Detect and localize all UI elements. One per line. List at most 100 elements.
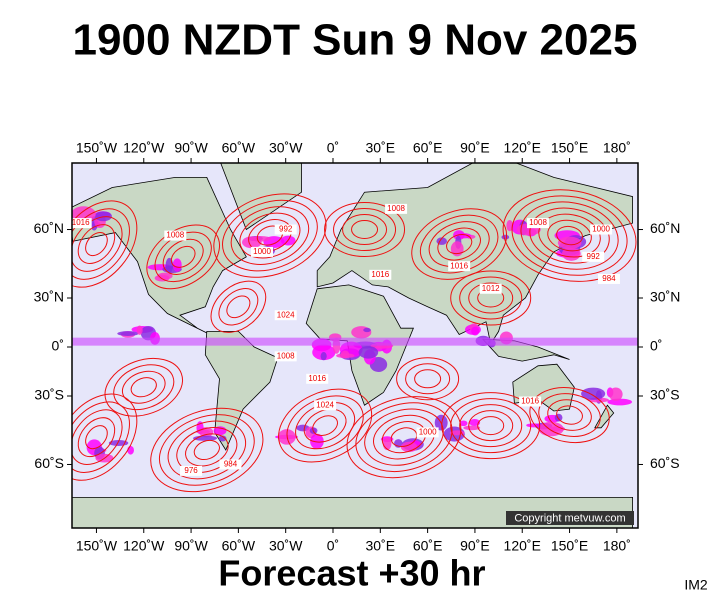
rain (196, 429, 210, 434)
isobar (351, 220, 379, 240)
isobar-label: 1016 (450, 261, 468, 270)
isobar (538, 213, 601, 258)
isobar-label: 1008 (166, 231, 184, 240)
isobar (77, 417, 116, 458)
isobar (459, 404, 523, 448)
isobar-label-bg (590, 224, 613, 235)
isobar (226, 295, 251, 319)
isobar (176, 427, 238, 473)
isobar-label-bg (527, 218, 550, 229)
isobar (158, 414, 255, 486)
isobar (130, 377, 157, 398)
isobar-label-bg (369, 269, 392, 280)
rain (250, 235, 271, 242)
isobar (303, 408, 347, 443)
lon-label-top: 150˚E (551, 140, 588, 156)
rain (94, 211, 112, 222)
isobar (150, 407, 264, 493)
isobar (450, 398, 532, 454)
isobar-label-bg (164, 230, 187, 241)
lon-label-bottom: 180˚ (603, 538, 631, 554)
rain (320, 351, 327, 361)
isobar (468, 410, 514, 442)
isobar-label: 1024 (316, 400, 334, 409)
isobar (72, 409, 123, 465)
isobar (450, 270, 532, 326)
isobar (502, 189, 637, 282)
isobar (529, 207, 610, 264)
lat-label-right: 30˚N (650, 289, 680, 305)
lon-label-bottom: 60˚W (222, 538, 256, 554)
isobar-label: 984 (224, 460, 238, 469)
isobar (312, 415, 338, 436)
isobar-label-bg (582, 251, 605, 262)
isobar (85, 232, 108, 257)
lon-label-top: 120˚W (123, 140, 165, 156)
isobar (556, 405, 583, 425)
isobar (529, 387, 610, 444)
isobar (324, 202, 406, 258)
isobar-label: 1016 (72, 218, 90, 227)
isobar-label-bg (519, 396, 542, 407)
isobar-label-bg (314, 400, 337, 411)
isobar-label: 1016 (308, 374, 326, 383)
lon-label-bottom: 120˚E (504, 538, 541, 554)
isobar-label-bg (416, 427, 439, 438)
lat-label-right: 60˚S (650, 455, 680, 471)
isobar (396, 357, 460, 401)
isobar-label-bg (72, 218, 92, 229)
lon-label-bottom: 150˚W (76, 538, 118, 554)
isobar (213, 193, 327, 278)
isobar (113, 364, 175, 411)
isobar (405, 363, 451, 395)
isobar (230, 206, 310, 265)
isobar (218, 288, 259, 326)
isobar-label: 1000 (419, 428, 437, 437)
isobar-label: 992 (587, 252, 601, 261)
isobar (278, 388, 373, 463)
rain (72, 206, 96, 222)
rain (557, 236, 582, 250)
isobar-label-bg (448, 261, 471, 272)
isobar (414, 369, 442, 389)
isobar (167, 420, 247, 480)
rain (400, 441, 418, 453)
isobar (239, 212, 301, 259)
isobar (477, 416, 505, 436)
isobar-label: 992 (279, 225, 293, 234)
isobar (441, 392, 541, 460)
isobar-label-bg (385, 203, 408, 214)
rain (463, 425, 481, 431)
caption: Forecast +30 hr (218, 553, 485, 594)
isobar-label: 1012 (482, 284, 500, 293)
isobar-label-bg (274, 351, 297, 362)
rain (526, 423, 542, 428)
isobar (547, 219, 592, 252)
lat-label-right: 30˚S (650, 387, 680, 403)
isobar-label-bg (219, 459, 242, 470)
rain (363, 327, 371, 333)
lon-label-bottom: 150˚E (551, 538, 588, 554)
isobar (121, 370, 166, 404)
isobar-label-bg (306, 373, 329, 384)
isobar (222, 199, 318, 272)
rain (310, 433, 324, 450)
isobar-label: 1016 (521, 397, 539, 406)
lat-label-left: 30˚S (34, 387, 64, 403)
lon-label-top: 60˚E (413, 140, 443, 156)
isobar (355, 402, 453, 472)
isobar-label-bg (251, 246, 274, 257)
lat-label-left: 60˚N (34, 220, 64, 236)
lon-label-bottom: 90˚E (460, 538, 490, 554)
isobar (162, 238, 204, 275)
lon-label-bottom: 120˚W (123, 538, 165, 554)
isobar (437, 227, 481, 261)
rain (450, 241, 464, 257)
lat-label-right: 60˚N (650, 220, 680, 236)
isobar (556, 225, 583, 246)
isobar-label: 1000 (592, 225, 610, 234)
map: 1016 1008 1000 992 1024 1016 1008 1016 1012 1008 1… (72, 163, 638, 528)
isobar-label-bg (597, 273, 620, 284)
isobar-label: 1008 (277, 351, 295, 360)
map-frame (71, 162, 639, 529)
